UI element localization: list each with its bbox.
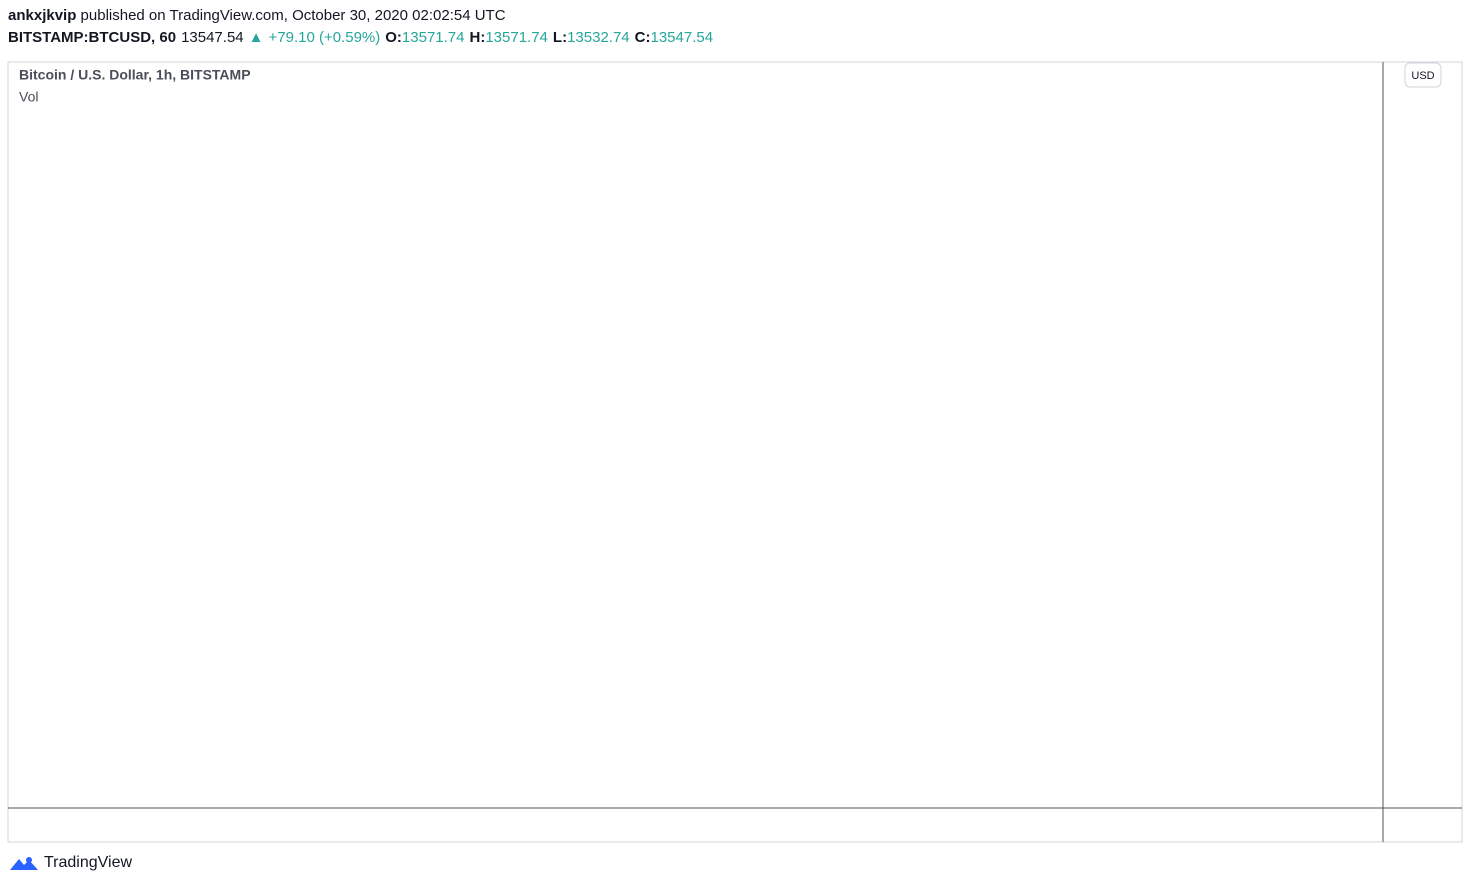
ohlc-value: 13532.74 (567, 29, 630, 46)
ohlc-label: O: (385, 29, 402, 46)
author: ankxjkvip (8, 7, 77, 24)
last-price: 13547.54 (181, 29, 244, 46)
chart: Bitcoin / U.S. Dollar, 1h, BITSTAMP Vol … (7, 61, 1463, 843)
up-arrow: ▲ (248, 29, 264, 46)
change: +79.10 (+0.59%) (268, 29, 381, 46)
publish-line: ankxjkvip published on TradingView.com, … (8, 7, 506, 24)
ohlc-value: 13571.74 (401, 29, 465, 46)
currency[interactable]: USD (1411, 70, 1434, 82)
ohlc-value: 13571.74 (485, 29, 548, 46)
chart-title: Bitcoin / U.S. Dollar, 1h, BITSTAMP (19, 67, 251, 83)
ohlc-value: 13547.54 (650, 29, 714, 46)
brand: TradingView (44, 854, 133, 871)
frame (7, 61, 1463, 843)
ohlc-label: H: (469, 29, 486, 46)
currency-button[interactable] (1404, 62, 1442, 88)
footer: TradingView (8, 853, 132, 873)
volume-legend: Vol (19, 89, 38, 105)
ohlc-label: C: (634, 29, 651, 46)
quote-line: BITSTAMP:BTCUSD, 60 13547.54 ▲ +79.10 (+… (8, 29, 713, 46)
symbol: BITSTAMP:BTCUSD, 60 (8, 29, 177, 46)
ohlc-label: L: (552, 29, 568, 46)
logo-icon (10, 857, 38, 870)
publish-info: published on TradingView.com, October 30… (80, 7, 506, 24)
